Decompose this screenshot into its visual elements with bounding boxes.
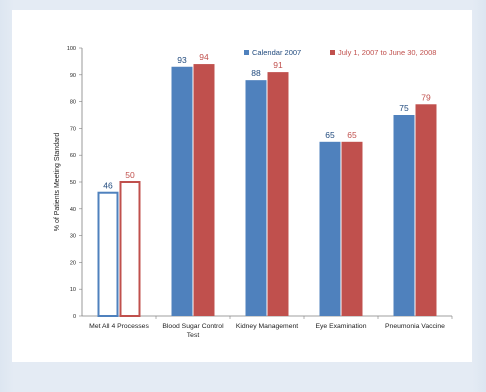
legend-label: Calendar 2007 [252,48,301,57]
y-tick-label: 20 [70,260,76,266]
data-label: 79 [421,92,431,102]
y-tick-label: 60 [70,153,76,159]
data-label: 94 [199,52,209,62]
category-label: Kidney Management [236,323,298,330]
legend-label: July 1, 2007 to June 30, 2008 [338,48,436,57]
y-tick-label: 50 [70,180,76,186]
data-label: 88 [251,68,261,78]
y-tick-label: 0 [73,314,76,320]
y-tick-label: 90 [70,73,76,79]
category-label: Met All 4 Processes [89,323,149,330]
bar-jul2007-jun2008 [119,181,141,317]
data-label: 93 [177,55,187,65]
data-label: 75 [399,103,409,113]
y-tick-label: 80 [70,100,76,106]
data-label: 46 [103,181,113,191]
category-label: Blood Sugar Control [162,323,224,330]
slide-panel: 0 10 20 30 40 50 60 70 80 90 100 % of Patients Meet… [12,10,472,362]
category-label: Eye Examination [315,323,366,330]
bar-calendar-2007 [171,66,193,316]
legend-swatch [330,50,335,55]
category-label: Test [187,332,200,339]
data-label: 91 [273,60,283,70]
bar-calendar-2007 [319,141,341,316]
bar-jul2007-jun2008 [415,104,437,316]
bar-jul2007-jun2008 [341,141,363,316]
data-label: 65 [347,130,357,140]
y-tick-label: 40 [70,207,76,213]
bar-jul2007-jun2008 [193,64,215,316]
y-tick-label: 100 [67,46,76,52]
legend-swatch [244,50,249,55]
bar-chart: 0 10 20 30 40 50 60 70 80 90 100 % of Patients Meet… [54,46,453,339]
bar-calendar-2007 [245,80,267,316]
y-axis-label: % of Patients Meeting Standard [54,133,61,232]
bar-calendar-2007 [97,191,119,317]
bar-calendar-2007 [393,115,415,316]
y-tick-label: 10 [70,287,76,293]
data-label: 50 [125,170,135,180]
bar-jul2007-jun2008 [267,72,289,316]
y-tick-label: 70 [70,126,76,132]
y-tick-label: 30 [70,234,76,240]
category-label: Pneumonia Vaccine [385,323,445,330]
data-label: 65 [325,130,335,140]
